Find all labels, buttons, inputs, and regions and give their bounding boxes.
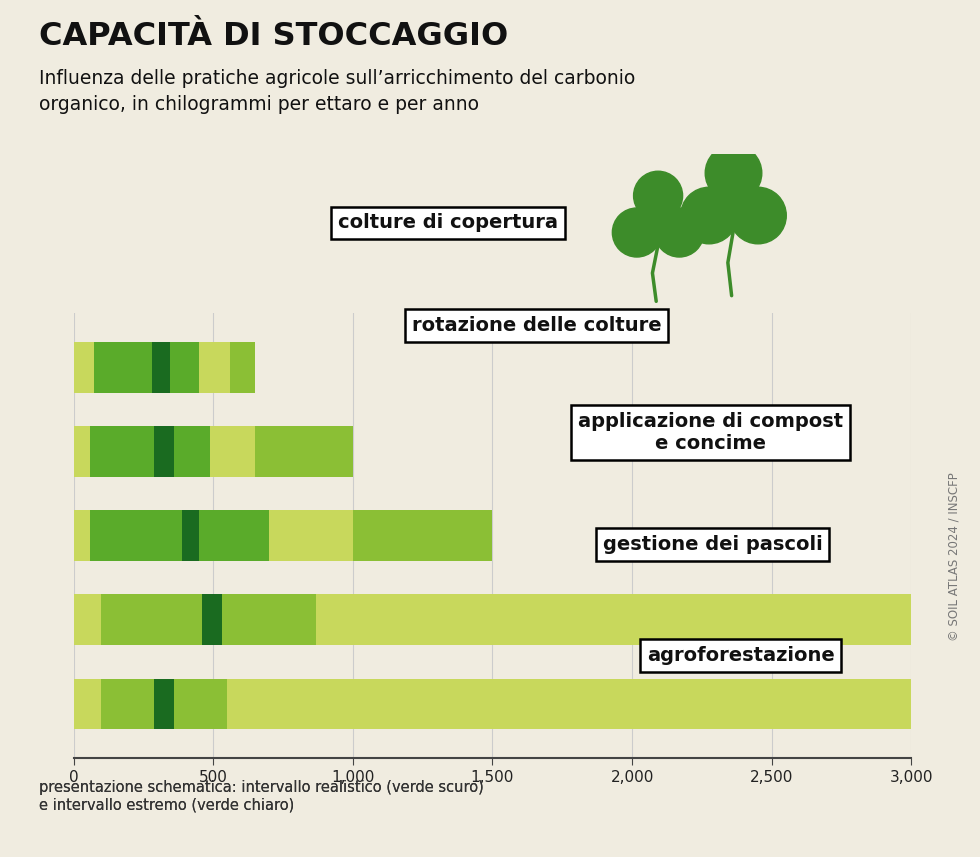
- Text: rotazione delle colture: rotazione delle colture: [412, 316, 662, 335]
- Bar: [230, 342, 255, 393]
- Bar: [255, 426, 353, 476]
- Bar: [199, 511, 269, 560]
- Bar: [74, 511, 90, 560]
- Bar: [211, 426, 255, 476]
- Bar: [155, 426, 174, 476]
- Bar: [90, 426, 155, 476]
- Circle shape: [634, 171, 683, 220]
- Bar: [199, 342, 230, 393]
- Bar: [269, 511, 353, 560]
- Bar: [102, 679, 155, 729]
- Text: agroforestazione: agroforestazione: [647, 646, 835, 665]
- Bar: [221, 595, 317, 645]
- Text: colture di copertura: colture di copertura: [338, 213, 558, 232]
- Bar: [324, 679, 911, 729]
- Circle shape: [612, 208, 662, 257]
- Bar: [182, 511, 199, 560]
- Bar: [170, 342, 199, 393]
- Circle shape: [706, 145, 761, 201]
- Text: © SOIL ATLAS 2024 / INSCFP: © SOIL ATLAS 2024 / INSCFP: [947, 473, 960, 641]
- Bar: [74, 426, 90, 476]
- Bar: [174, 679, 227, 729]
- Circle shape: [730, 187, 786, 244]
- Text: presentazione schematica: intervallo realistico (verde scuro)
e intervallo estre: presentazione schematica: intervallo rea…: [39, 780, 484, 812]
- Bar: [202, 595, 221, 645]
- Bar: [492, 595, 911, 645]
- Bar: [74, 679, 102, 729]
- Text: Influenza delle pratiche agricole sull’arricchimento del carbonio
organico, in c: Influenza delle pratiche agricole sull’a…: [39, 69, 635, 114]
- Bar: [174, 426, 211, 476]
- Text: presentazione schematica: intervallo realistico (verde scuro)
e intervallo estre: presentazione schematica: intervallo rea…: [39, 780, 484, 812]
- Bar: [155, 679, 174, 729]
- Bar: [74, 342, 94, 393]
- Bar: [227, 679, 325, 729]
- Circle shape: [655, 208, 704, 257]
- Bar: [94, 342, 152, 393]
- Bar: [317, 595, 492, 645]
- Bar: [152, 342, 170, 393]
- Bar: [74, 595, 102, 645]
- Circle shape: [681, 187, 737, 244]
- Text: CAPACITÀ DI STOCCAGGIO: CAPACITÀ DI STOCCAGGIO: [39, 21, 509, 52]
- Bar: [90, 511, 182, 560]
- Text: applicazione di compost
e concime: applicazione di compost e concime: [578, 412, 844, 453]
- Text: gestione dei pascoli: gestione dei pascoli: [603, 535, 822, 554]
- Bar: [353, 511, 493, 560]
- Bar: [102, 595, 202, 645]
